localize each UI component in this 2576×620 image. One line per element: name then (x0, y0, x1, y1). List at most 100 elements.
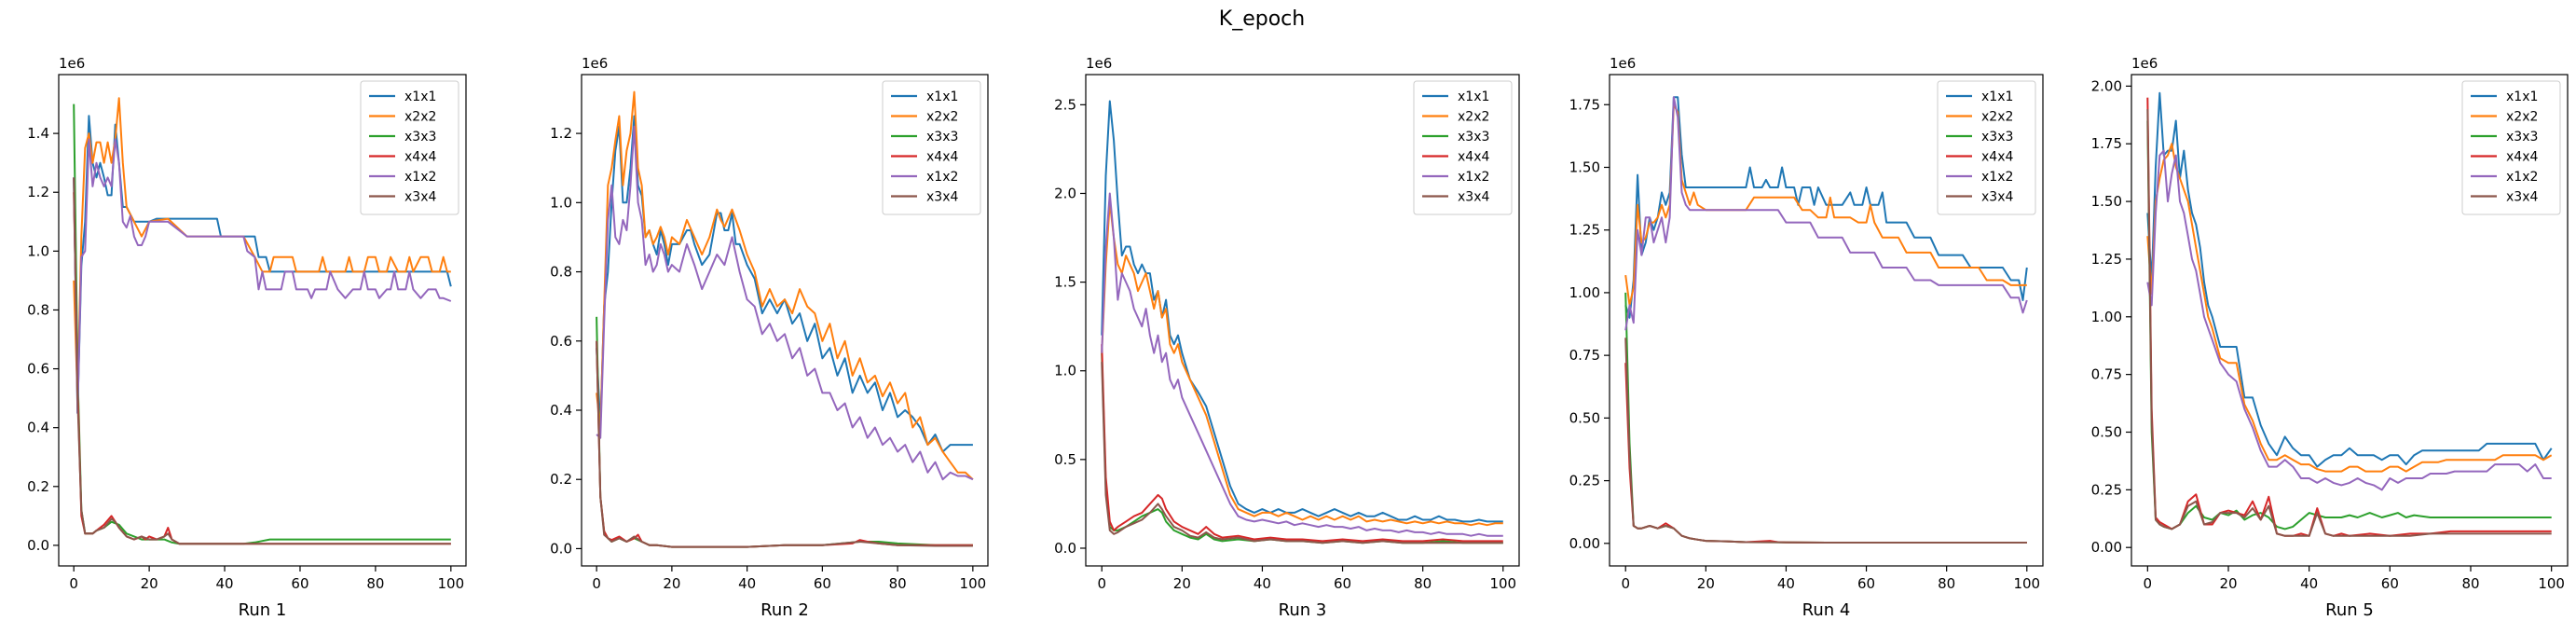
legend-label-x4x4: x4x4 (926, 150, 958, 165)
legend-label-x4x4: x4x4 (404, 150, 436, 165)
series-group (1101, 100, 1503, 544)
y-tick-label: 0.8 (550, 264, 572, 281)
legend-label-x1x1: x1x1 (1981, 90, 2013, 104)
legend-label-x3x3: x3x3 (404, 130, 436, 145)
x-tick-label: 20 (1173, 575, 1191, 592)
subplot-5: 0 20 40 60 80 100 0.00 0.25 0.50 0.75 1.00 1.25 1.50… (2091, 55, 2569, 620)
y-offset-label: 1e6 (2131, 55, 2158, 72)
x-tick-label: 40 (1254, 575, 1271, 592)
series-line-x2x2 (73, 97, 451, 400)
y-tick-label: 0.50 (1569, 409, 1600, 426)
y-tick-label: 1.0 (27, 242, 49, 259)
x-tick-label: 60 (814, 575, 831, 592)
legend-label-x1x1: x1x1 (404, 90, 436, 104)
legend: x1x1 x2x2 x3x3 x4x4 x1x2 x3x4 (1413, 80, 1513, 215)
series-line-x2x2 (1624, 103, 2027, 307)
legend-label-x2x2: x2x2 (1458, 110, 1489, 125)
legend: x1x1 x2x2 x3x3 x4x4 x1x2 x3x4 (1937, 80, 2036, 215)
legend-label-x1x1: x1x1 (1458, 90, 1489, 104)
y-tick-label: 0.25 (2091, 481, 2122, 498)
x-tick-label: 60 (1334, 575, 1351, 592)
series-line-x2x2 (596, 90, 974, 480)
legend: x1x1 x2x2 x3x3 x4x4 x1x2 x3x4 (882, 80, 981, 215)
legend-label-x3x4: x3x4 (2506, 190, 2538, 205)
x-tick-label: 60 (2381, 575, 2399, 592)
x-tick-label: 80 (2461, 575, 2479, 592)
x-axis-label: Run 5 (2325, 600, 2374, 620)
y-tick-label: 2.00 (2091, 77, 2122, 94)
y-tick-label: 1.0 (1054, 363, 1076, 379)
legend-box (882, 80, 981, 215)
x-axis-label: Run 1 (239, 600, 287, 620)
series-line-x3x3 (1101, 352, 1503, 544)
y-tick-label: 2.0 (1054, 185, 1076, 201)
y-tick-label: 1.75 (1569, 96, 1600, 113)
series-line-x1x1 (1101, 100, 1503, 523)
x-tick-label: 40 (738, 575, 756, 592)
legend-label-x4x4: x4x4 (1981, 150, 2013, 165)
series-group (596, 90, 974, 548)
x-tick-label: 80 (1414, 575, 1432, 592)
y-tick-label: 1.50 (1569, 158, 1600, 175)
y-tick-label: 2.5 (1054, 96, 1076, 113)
axes-frame (1609, 74, 2044, 567)
axes-frame (1085, 74, 1520, 567)
axes-frame (58, 74, 467, 567)
y-tick-label: 0.75 (1569, 347, 1600, 364)
y-tick-label: 0.75 (2091, 366, 2122, 383)
series-line-x1x2 (596, 125, 974, 481)
x-tick-label: 40 (2300, 575, 2318, 592)
series-line-x3x4 (596, 340, 973, 548)
y-tick-label: 1.25 (2091, 251, 2122, 268)
x-tick-label: 80 (889, 575, 907, 592)
y-offset-label: 1e6 (1610, 55, 1636, 72)
series-line-x4x4 (1624, 363, 2027, 544)
series-line-x4x4 (73, 192, 451, 545)
series-group (1624, 96, 2028, 544)
y-tick-label: 0.8 (27, 301, 49, 318)
x-axis-label: Run 2 (760, 600, 809, 620)
y-tick-label: 0.00 (2091, 539, 2122, 556)
x-tick-label: 80 (1938, 575, 1955, 592)
x-tick-label: 40 (1777, 575, 1795, 592)
x-tick-label: 20 (141, 575, 158, 592)
x-tick-label: 20 (2219, 575, 2237, 592)
series-line-x3x4 (1101, 362, 1503, 544)
y-tick-label: 0.0 (550, 540, 572, 557)
subplots-container: 0 20 40 60 80 100 0.0 0.2 0.4 0.6 0.8 1.0 1.2 1.4 1e6 R… (27, 55, 2569, 620)
x-tick-label: 0 (1621, 575, 1630, 592)
legend-label-x3x3: x3x3 (926, 130, 958, 145)
series-line-x3x4 (2146, 109, 2552, 537)
y-tick-label: 1.75 (2091, 135, 2122, 152)
x-tick-label: 0 (1097, 575, 1106, 592)
legend-box (1937, 80, 2036, 215)
legend-label-x3x4: x3x4 (1458, 190, 1489, 205)
x-tick-label: 20 (663, 575, 680, 592)
x-tick-label: 100 (960, 575, 987, 592)
x-axis-label: Run 3 (1279, 600, 1327, 620)
axes-frame (581, 74, 989, 567)
y-tick-label: 0.0 (1054, 540, 1076, 557)
legend-label-x2x2: x2x2 (2506, 110, 2538, 125)
x-tick-label: 100 (2538, 575, 2565, 592)
x-tick-label: 20 (1697, 575, 1715, 592)
series-group (73, 97, 452, 545)
subplot-4: 0 20 40 60 80 100 0.00 0.25 0.50 0.75 1.00 1.25 1.50… (1569, 55, 2044, 620)
x-tick-label: 100 (1489, 575, 1516, 592)
series-line-x1x2 (1624, 96, 2028, 331)
x-tick-label: 100 (2013, 575, 2040, 592)
legend-label-x1x1: x1x1 (926, 90, 958, 104)
x-tick-label: 60 (291, 575, 308, 592)
legend-box (2461, 80, 2561, 215)
series-line-x1x2 (2146, 149, 2552, 491)
y-tick-label: 0.4 (550, 402, 572, 419)
legend: x1x1 x2x2 x3x3 x4x4 x1x2 x3x4 (2461, 80, 2561, 215)
series-group (2146, 91, 2553, 537)
legend-label-x3x3: x3x3 (1981, 130, 2013, 145)
y-tick-label: 1.00 (2091, 309, 2122, 325)
figure-title: K_epoch (1219, 7, 1305, 31)
y-offset-label: 1e6 (1086, 55, 1112, 72)
legend-label-x1x2: x1x2 (2506, 170, 2538, 185)
series-line-x4x4 (1101, 344, 1503, 543)
